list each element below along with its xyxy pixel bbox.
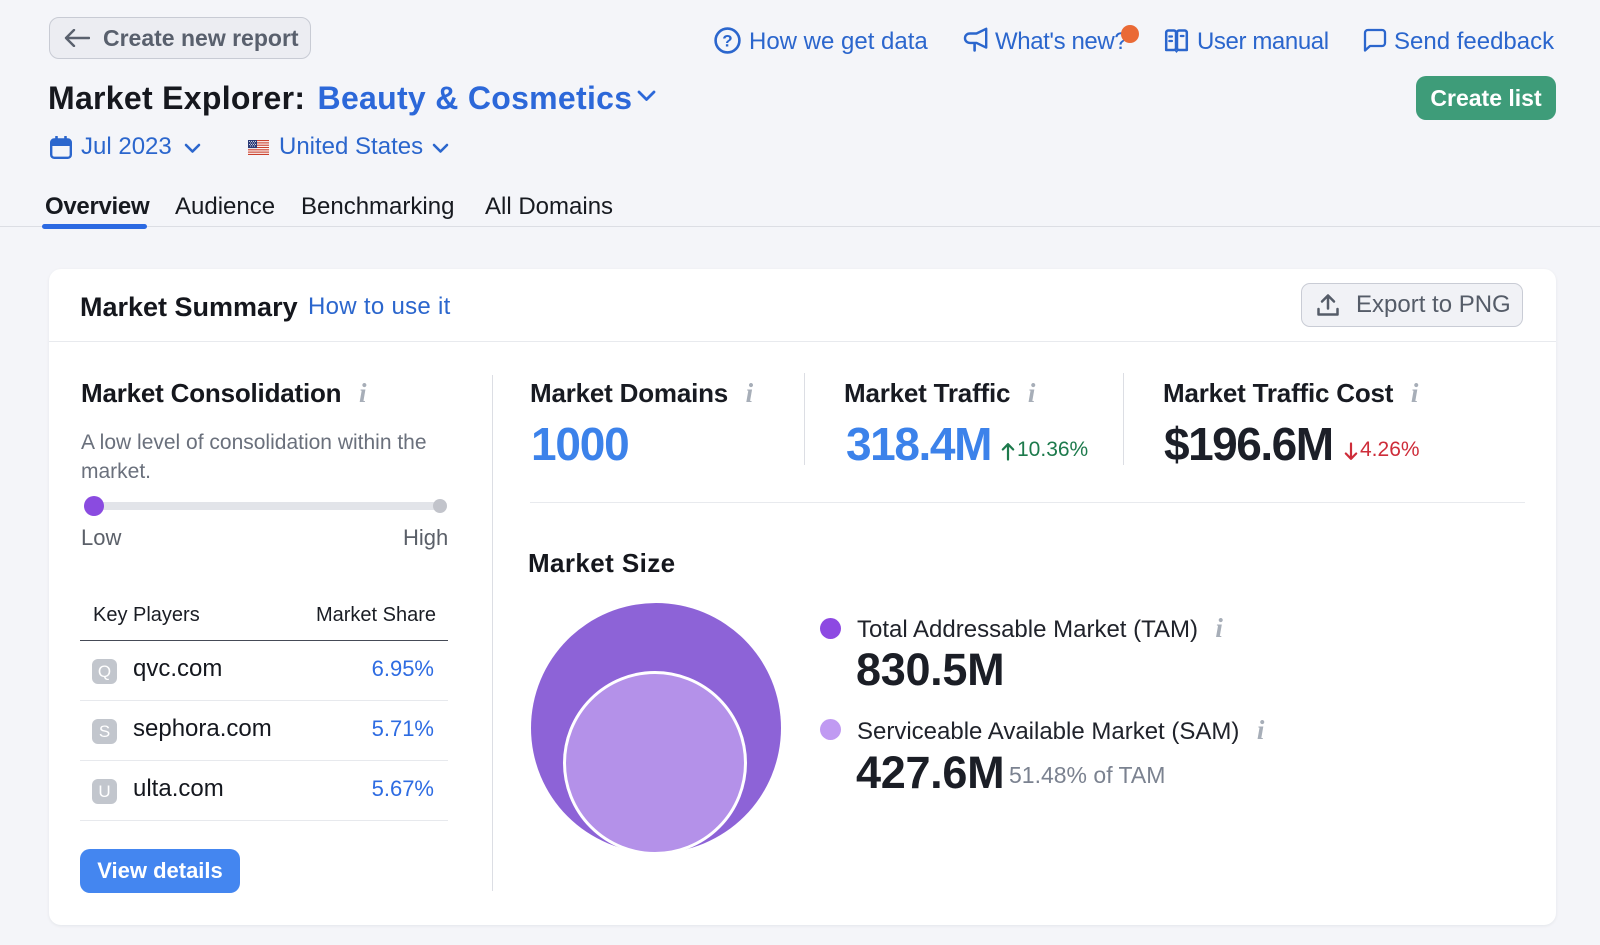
svg-text:?: ? bbox=[722, 32, 732, 51]
